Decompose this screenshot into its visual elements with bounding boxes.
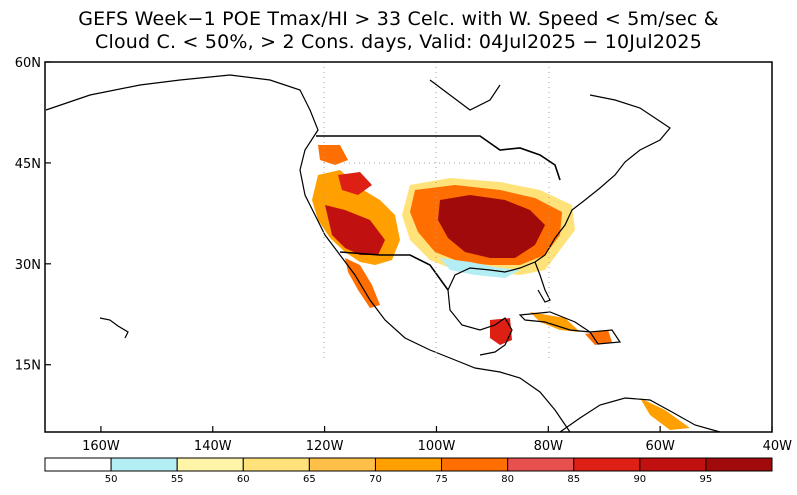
lat-tick-label: 15N <box>15 359 41 374</box>
colorbar-swatch <box>441 457 509 472</box>
coast-florida <box>534 261 551 303</box>
lon-tick-label: 80W <box>534 439 564 454</box>
shade-yucatan-red <box>490 318 512 345</box>
coast-hawaii <box>99 317 129 339</box>
shade-idaho-red <box>338 172 372 195</box>
colorbar-label: 95 <box>700 474 713 485</box>
lat-tick-label: 30N <box>15 258 41 273</box>
colorbar-swatch <box>110 457 178 472</box>
coast-hispaniola <box>588 329 622 345</box>
shade-baja-orange <box>345 258 380 308</box>
colorbar-label: 85 <box>567 474 580 485</box>
coast-cuba <box>518 311 591 333</box>
country-borders <box>316 135 561 291</box>
lat-tick-label: 45N <box>15 157 41 172</box>
coast-gulf <box>447 237 556 356</box>
colorbar: 50 55 60 65 70 75 80 85 90 95 <box>44 457 773 485</box>
shade-northwest-orange <box>318 145 348 165</box>
shade-cuba-orange <box>530 312 580 332</box>
colorbar-swatch <box>44 457 112 472</box>
lon-tick-label: 140W <box>194 439 232 454</box>
colorbar-swatch <box>507 457 575 472</box>
lon-tick-label: 100W <box>418 439 456 454</box>
lon-tick-label: 60W <box>645 439 675 454</box>
colorbar-label: 70 <box>369 474 382 485</box>
colorbar-label: 55 <box>171 474 184 485</box>
map-title-line-1: GEFS Week−1 POE Tmax/HI > 33 Celc. with … <box>78 8 719 30</box>
colorbar-label: 90 <box>633 474 646 485</box>
probability-shading <box>312 145 690 430</box>
axis-ticks: 60N 45N 30N 15N 160W 140W 120W 100W 80W 60W 40W <box>15 56 792 454</box>
coast-east <box>554 94 671 239</box>
coast-north-america <box>45 74 571 433</box>
colorbar-label: 60 <box>237 474 250 485</box>
lat-tick-label: 60N <box>15 56 41 71</box>
map-frame <box>44 61 773 433</box>
colorbar-label: 80 <box>501 474 514 485</box>
colorbar-swatch <box>374 457 443 472</box>
lon-tick-label: 120W <box>306 439 344 454</box>
colorbar-swatch <box>242 457 310 472</box>
coast-hudson <box>429 79 501 111</box>
border-us-mexico <box>339 251 449 291</box>
colorbar-label: 65 <box>303 474 316 485</box>
shade-southwest-red <box>325 205 385 255</box>
coast-south-america <box>559 397 721 433</box>
map-title-line-2: Cloud C. < 50%, > 2 Cons. days, Valid: 0… <box>95 31 702 53</box>
colorbar-swatch <box>639 457 707 472</box>
coastlines <box>45 74 721 433</box>
shade-gulf-cyan <box>440 258 520 278</box>
border-us-canada <box>316 135 561 181</box>
shade-venezuela-orange <box>640 398 690 430</box>
colorbar-label: 75 <box>435 474 448 485</box>
lon-tick-label: 160W <box>82 439 120 454</box>
colorbar-swatch <box>176 457 244 472</box>
colorbar-label: 50 <box>105 474 118 485</box>
colorbar-swatch <box>705 457 773 472</box>
shade-central-red <box>438 195 545 258</box>
colorbar-swatch <box>573 457 641 472</box>
colorbar-swatch <box>308 457 376 472</box>
lon-tick-label: 40W <box>763 439 793 454</box>
